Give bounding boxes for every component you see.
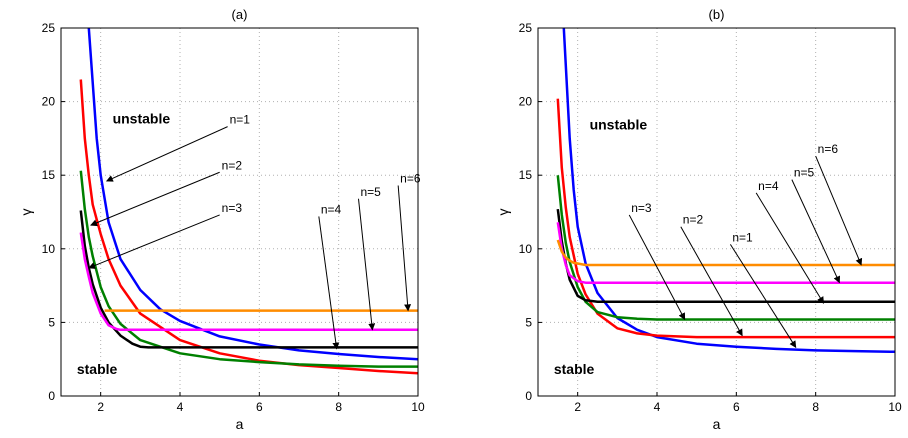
series-line-n=3 xyxy=(79,170,418,368)
x-tick-label: 4 xyxy=(177,400,184,414)
x-tick-label: 2 xyxy=(97,400,104,414)
annotation-label: n=4 xyxy=(758,179,779,193)
annotation-label: n=6 xyxy=(400,172,421,186)
y-tick-label: 15 xyxy=(519,168,533,182)
y-tick-label: 0 xyxy=(525,389,532,403)
series-line-n=3 xyxy=(556,175,895,321)
annotation-label: n=6 xyxy=(818,142,839,156)
series-line-n=6 xyxy=(556,239,895,267)
annotation-arrow xyxy=(680,226,743,337)
series-line-n=2 xyxy=(556,98,895,339)
annotation-label: n=1 xyxy=(230,113,251,127)
chart-title: (a) xyxy=(232,7,248,22)
x-tick-label: 4 xyxy=(654,400,661,414)
x-axis-label: a xyxy=(713,416,721,432)
region-label-stable: stable xyxy=(77,361,118,377)
annotation-arrow xyxy=(628,214,686,321)
y-axis-label: γ xyxy=(18,209,34,216)
x-tick-label: 10 xyxy=(888,400,902,414)
annotation-arrow xyxy=(397,185,412,312)
series-line-n=2 xyxy=(79,79,418,375)
plot-frame xyxy=(537,27,896,397)
chart-panel-b: 2 4 6 8 10 0 5 10 15 20 25 n=1 n=2 n=3 n=4 n=5n=6 unstab… xyxy=(495,7,902,432)
x-axis-label: a xyxy=(236,416,244,432)
annotation-label: n=5 xyxy=(361,185,382,199)
annotation-label: n=2 xyxy=(683,213,704,227)
annotation-label: n=3 xyxy=(631,201,652,215)
annotation-arrow xyxy=(815,155,863,266)
series-line-n=1 xyxy=(87,28,418,361)
y-tick-label: 15 xyxy=(42,168,56,182)
annotation-arrow xyxy=(318,216,340,350)
series-line-n=4 xyxy=(556,208,895,304)
annotation-label: n=3 xyxy=(222,201,243,215)
series-line-n=4 xyxy=(79,210,418,349)
annotation-arrow xyxy=(791,179,841,284)
annotation-arrow xyxy=(90,171,220,227)
x-tick-label: 8 xyxy=(335,400,342,414)
chart-panel-a: 2 4 6 8 10 0 5 10 15 20 25 n=1 n=2 n=3 n=4 n=5 n=6 unstab… xyxy=(18,7,425,432)
chart-title: (b) xyxy=(709,7,725,22)
x-tick-label: 6 xyxy=(256,400,263,414)
y-tick-label: 5 xyxy=(525,315,532,329)
x-tick-label: 2 xyxy=(574,400,581,414)
annotation-label: n=5 xyxy=(794,166,815,180)
region-label-unstable: unstable xyxy=(113,111,171,127)
series-line-n=1 xyxy=(562,28,895,354)
y-tick-label: 20 xyxy=(42,95,56,109)
y-tick-label: 25 xyxy=(42,21,56,35)
x-tick-label: 8 xyxy=(812,400,819,414)
annotation-arrow xyxy=(729,244,797,349)
x-tick-label: 10 xyxy=(411,400,425,414)
y-axis-label: γ xyxy=(495,209,511,216)
plot-frame xyxy=(60,27,419,397)
annotation-arrow xyxy=(755,192,825,304)
annotation-arrow xyxy=(358,198,376,331)
annotation-arrow xyxy=(88,214,220,269)
series-line-n=5 xyxy=(79,232,418,332)
annotation-label: n=4 xyxy=(321,202,342,216)
y-tick-label: 5 xyxy=(48,315,55,329)
annotation-arrow xyxy=(105,126,228,182)
annotation-label: n=1 xyxy=(732,230,753,244)
y-tick-label: 0 xyxy=(48,389,55,403)
y-tick-label: 25 xyxy=(519,21,533,35)
y-tick-label: 20 xyxy=(519,95,533,109)
series-line-n=5 xyxy=(556,222,895,284)
region-label-unstable: unstable xyxy=(590,117,648,133)
y-tick-label: 10 xyxy=(519,242,533,256)
region-label-stable: stable xyxy=(554,361,595,377)
annotation-label: n=2 xyxy=(222,158,243,172)
x-tick-label: 6 xyxy=(733,400,740,414)
y-tick-label: 10 xyxy=(42,242,56,256)
